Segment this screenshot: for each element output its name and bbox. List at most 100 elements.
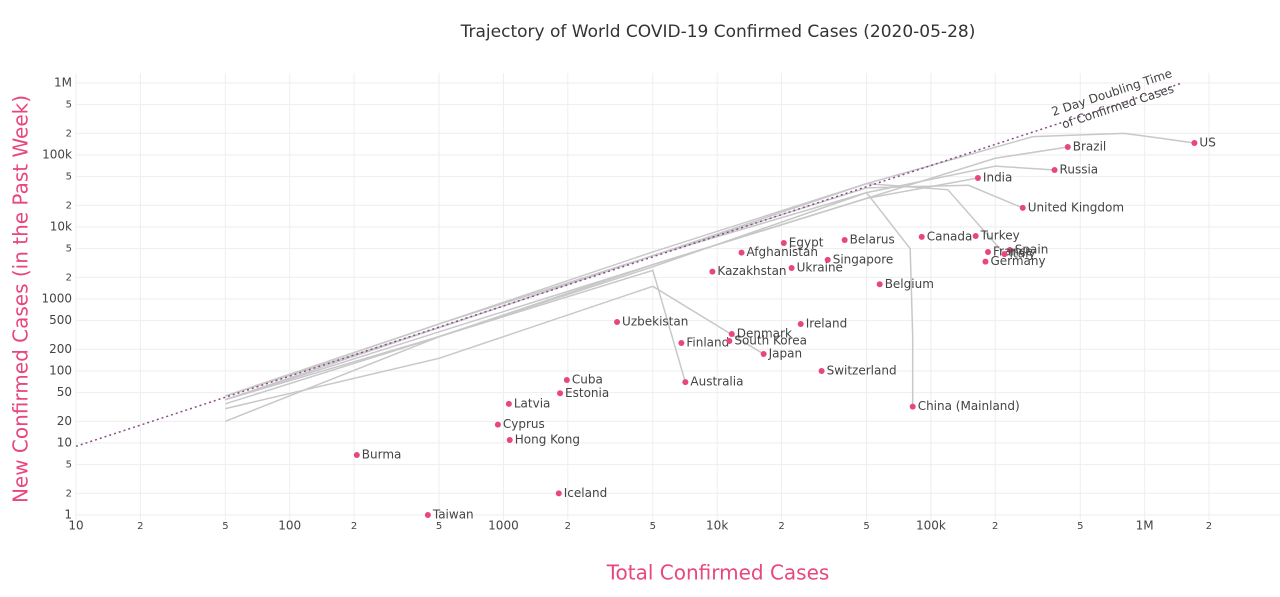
y-tick-label: 1 [64,508,72,522]
country-point [974,174,981,181]
country-point [1191,139,1198,146]
country-point [780,239,787,246]
y-tick-label: 5 [66,100,72,111]
trajectory-line [225,285,765,410]
country-point [353,452,360,459]
country-point [557,390,564,397]
x-tick-label: 1M [1136,519,1154,533]
x-tick-label: 1000 [488,519,519,533]
x-tick-label: 5 [436,521,442,532]
y-tick-label: 2 [66,200,72,211]
country-label: Italy [1009,247,1035,261]
country-label: Germany [990,254,1045,268]
country-label: Burma [362,448,402,462]
country-label: Singapore [833,252,894,266]
y-tick-label: 5 [66,172,72,183]
y-axis-title: New Confirmed Cases (in the Past Week) [9,95,33,503]
country-label: Australia [690,375,743,389]
country-label: Brazil [1073,140,1107,154]
country-label: Estonia [565,386,609,400]
x-tick-label: 5 [650,521,656,532]
country-point [726,338,733,345]
country-point [563,376,570,383]
country-point [818,368,825,374]
country-label: Cuba [572,372,603,386]
trajectory-line [225,182,1006,397]
trajectory-line [225,269,687,423]
x-tick-label: 2 [778,521,784,532]
country-label: Denmark [737,327,792,341]
country-point [972,232,979,239]
y-tick-label: 2 [66,488,72,499]
x-tick-label: 5 [863,521,869,532]
x-tick-label: 10k [706,519,728,533]
doubling-line [75,82,1183,448]
country-label: Hong Kong [515,433,580,447]
country-point [1064,144,1071,151]
x-tick-label: 5 [222,521,228,532]
country-point [1006,246,1013,253]
country-point [424,512,431,518]
country-point [738,249,745,256]
y-tick-label: 500 [49,313,72,327]
country-point [918,233,925,240]
country-point [841,236,848,243]
y-tick-label: 10k [50,220,72,234]
country-point [678,339,685,346]
country-label: Latvia [514,396,551,410]
y-tick-label: 1000 [41,292,72,306]
country-label: United Kingdom [1028,200,1124,214]
x-axis-title: Total Confirmed Cases [606,561,830,585]
x-tick-label: 2 [565,521,571,532]
country-point [797,320,804,327]
y-tick-label: 200 [49,342,72,356]
country-point [614,318,621,325]
y-tick-label: 1M [54,76,72,90]
x-tick-label: 2 [137,521,143,532]
x-tick-label: 2 [351,521,357,532]
country-label: Iceland [564,486,607,500]
country-label: Belarus [850,232,895,246]
y-tick-label: 50 [57,385,72,399]
x-tick-label: 10 [68,519,83,533]
country-label: Egypt [789,235,824,249]
y-tick-label: 100k [42,148,72,162]
country-label: Turkey [980,228,1020,242]
country-label: Canada [927,229,973,243]
country-label: Cyprus [503,417,545,431]
x-tick-label: 100k [916,519,946,533]
y-tick-label: 10 [57,436,72,450]
country-label: Uzbekistan [622,314,688,328]
x-tick-label: 100 [278,519,301,533]
y-tick-label: 2 [66,272,72,283]
country-point [682,379,689,386]
country-point [984,248,991,255]
country-label: Switzerland [827,364,897,378]
country-point [709,268,716,275]
country-label: India [983,170,1012,184]
country-label: Japan [768,347,802,361]
country-point [1051,166,1058,173]
chart-title: Trajectory of World COVID-19 Confirmed C… [460,22,976,42]
country-label: Russia [1060,162,1099,176]
country-point [728,331,735,338]
x-tick-label: 2 [1206,521,1212,532]
country-label: Ukraine [797,260,843,274]
country-point [760,351,767,358]
country-point [506,437,513,444]
country-point [788,264,795,271]
country-point [1001,251,1008,258]
country-point [555,490,562,497]
y-tick-label: 100 [49,364,72,378]
country-point [494,421,501,428]
y-tick-label: 5 [66,460,72,471]
country-label: Afghanistan [747,245,818,259]
country-label: Taiwan [432,508,474,522]
y-tick-label: 20 [57,414,72,428]
country-label: Belgium [885,277,934,291]
country-point [909,403,916,410]
country-label: Kazakhstan [717,264,786,278]
country-point [876,281,883,288]
country-point [824,256,831,263]
